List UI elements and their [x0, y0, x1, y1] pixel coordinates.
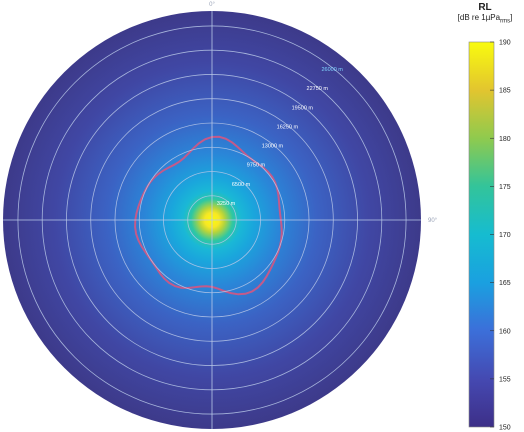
colorbar-title: RL [dB re 1µParms]	[448, 2, 522, 25]
colorbar-unit-main: [dB re 1µPa	[457, 13, 501, 22]
range-ring-label: 6500 m	[232, 182, 251, 188]
colorbar-unit: [dB re 1µParms]	[448, 13, 522, 25]
colorbar-tick-label: 190	[499, 40, 511, 47]
colorbar-unit-sub: rms	[500, 18, 511, 25]
colorbar-tick-label: 165	[499, 280, 511, 287]
colorbar-unit-close: ]	[510, 13, 513, 22]
colorbar-tick-label: 160	[499, 328, 511, 335]
polar-plot: 3250 m 6500 m 9750 m 13000 m 16250 m 19500 m 2…	[3, 2, 438, 429]
range-ring-label: 16250 m	[277, 124, 299, 130]
colorbar-gradient	[468, 41, 495, 428]
colorbar-tick-label: 175	[499, 184, 511, 191]
range-ring-label: 13000 m	[262, 144, 284, 150]
range-ring-label: 3250 m	[217, 201, 236, 207]
colorbar-tick-label: 150	[499, 425, 511, 432]
range-ring-label: 9750 m	[247, 163, 266, 169]
colorbar-title-rl: RL	[478, 2, 492, 13]
colorbar-tick-label: 155	[499, 376, 511, 383]
angle-tick-label: 0°	[209, 2, 215, 8]
range-ring-label: 22750 m	[307, 86, 329, 92]
angle-tick-label: 90°	[428, 218, 438, 224]
colorbar-tick-label: 185	[499, 88, 511, 95]
range-ring-label: 26000 m	[321, 67, 343, 73]
colorbar-tick-label: 180	[499, 136, 511, 143]
range-ring-label: 19500 m	[292, 105, 314, 111]
colorbar-tick-label: 170	[499, 232, 511, 239]
